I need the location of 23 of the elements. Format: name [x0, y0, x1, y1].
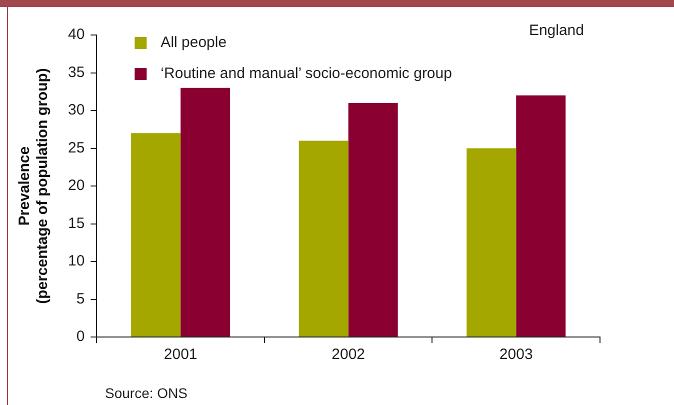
y-tick-label: 35 — [68, 64, 85, 81]
bar — [298, 140, 348, 336]
y-tick-label: 20 — [68, 177, 85, 194]
y-tick-label: 5 — [76, 290, 85, 308]
legend-label: ‘Routine and manual’ socio-economic group — [160, 65, 452, 82]
bar — [180, 88, 230, 336]
y-tick-label: 10 — [68, 252, 85, 270]
x-tick-label: 2001 — [164, 346, 198, 364]
y-tick-label: 25 — [68, 139, 85, 156]
y-tick-label: 30 — [68, 102, 85, 119]
y-tick-label: 0 — [76, 328, 85, 346]
x-tick-label: 2002 — [332, 346, 366, 364]
bar — [516, 95, 566, 336]
y-tick-label: 15 — [68, 214, 85, 232]
y-axis-title: Prevalence (percentage of population group) — [16, 68, 52, 304]
x-tick-label: 2003 — [499, 346, 533, 364]
legend-label: All people — [160, 34, 227, 52]
bar — [466, 148, 516, 336]
source-note: Source: ONS — [105, 385, 188, 401]
bar — [131, 133, 181, 336]
bar — [348, 102, 398, 336]
annotation: England — [528, 22, 584, 39]
y-tick-label: 40 — [68, 26, 85, 44]
